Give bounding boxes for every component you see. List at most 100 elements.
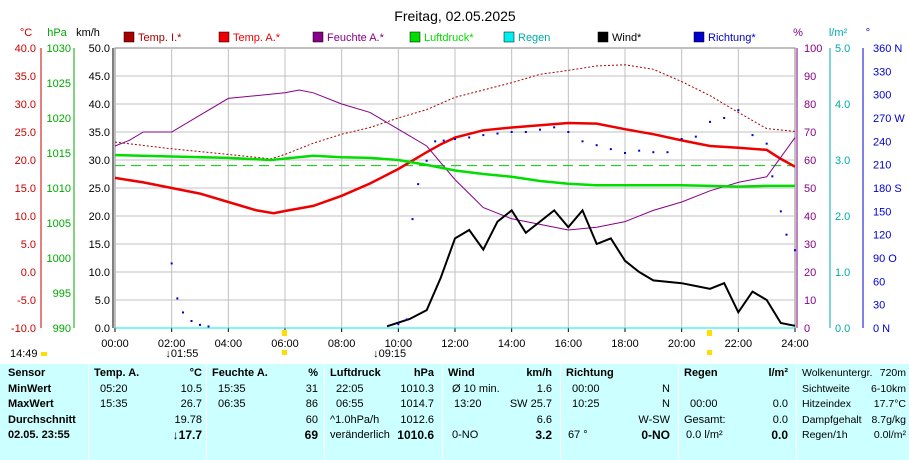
tick-label-rain: 3.0 [835,155,850,167]
tick-label-temp: -10.0 [11,323,36,335]
tick-label-pressure: 995 [53,288,71,300]
direction-point [638,149,641,152]
tick-label-wind: 50.0 [89,43,110,55]
col-wind: Wind km/h Ø 10 min. 1.6 13:20 SW 25.7 6.6 0… [448,366,552,444]
tick-label-pressure: 990 [53,323,71,335]
tick-label-humidity: 10 [804,295,816,307]
legend-swatch [597,31,609,43]
press-max-time: 06:55 [336,398,364,410]
x-tick-label: 08:00 [328,338,356,350]
tick-label-wind: 5.0 [95,295,110,307]
tick-label-wind: 25.0 [89,183,110,195]
tick-label-humidity: 40 [804,211,816,223]
unit-label: l/m² [829,27,848,39]
hum-avg-value: 60 [305,413,318,426]
col-temp: Temp. A. °C 05:20 10.5 15:35 26.7 19.78 ↓17… [94,366,202,444]
tick-label-wind: 15.0 [89,239,110,251]
x-tick-label: 14:00 [498,338,526,350]
series-line [114,153,795,188]
press-unit: hPa [413,367,434,379]
marker-label: ↓01:55 [165,348,198,360]
direction-point [524,131,527,133]
tick-label-humidity: 90 [804,71,816,83]
temp-avg-value: 19.78 [174,413,202,426]
dir-min-value: N [662,382,670,395]
wind-max-time: 13:20 [454,398,482,410]
series-line [114,121,796,215]
dir-header: Richtung [566,367,614,379]
tick-label-rain: 1.0 [835,267,850,279]
tick-label-wind: 20.0 [89,211,110,223]
direction-point [468,136,471,139]
direction-point [581,140,584,143]
tick-label-rain: 0.0 [835,323,850,335]
tick-label-humidity: 30 [804,239,816,251]
tick-label-rain: 4.0 [835,99,850,111]
temp-min-value: 10.5 [180,382,202,395]
tick-label-direction: 30 [873,300,885,312]
tick-label-humidity: 60 [804,155,816,167]
press-min-value: 1010.3 [400,382,434,395]
tick-label-pressure: 1005 [47,218,71,230]
col-direction: Richtung 00:00 N 10:25 N W-SW 67 ° 0-NO [566,366,670,444]
tick-label-direction: 0 N [873,323,890,335]
rain-current-value: 0.0 [771,428,788,442]
direction-point [779,210,782,213]
direction-point [785,233,788,236]
unit-label: °C [20,27,32,39]
press-current-value: 1010.6 [397,428,434,442]
marker-label: 14:49 [10,348,38,360]
dir-current-degree: 67 ° [568,429,588,441]
wind-header: Wind [448,367,475,379]
vapor-value: 8.7g/kg [871,413,906,426]
wind-current-dir: 0-NO [452,429,479,441]
tick-label-humidity: 70 [804,127,816,139]
chart-title: Freitag, 02.05.2025 [394,8,516,24]
direction-point [751,134,754,137]
unit-label: km/h [76,27,100,39]
legend-label: Regen [518,32,550,44]
wind-avg10-value: 1.6 [536,382,552,395]
tick-label-pressure: 1010 [47,183,71,195]
direction-point [397,323,400,326]
wind-current-value: 3.2 [535,428,552,442]
legend-swatch [312,31,324,43]
col-pressure: Luftdruck hPa 22:05 1010.3 06:55 1014.7 ^1.… [330,366,434,444]
heatindex-value: 17.7°C [873,398,906,410]
direction-point [771,175,774,178]
direction-point [553,126,556,129]
direction-point [199,323,201,326]
tick-label-direction: 210 [873,160,891,172]
tick-label-pressure: 1020 [47,113,71,125]
direction-point [496,132,499,135]
visibility-value: 6-10km [870,382,906,395]
tick-label-pressure: 1025 [47,78,71,90]
legend-swatch [123,31,135,43]
col-sensor: Sensor MinWert MaxWert Durchschnitt 02.0… [8,366,88,444]
direction-point [609,148,612,151]
tick-label-direction: 180 S [873,183,902,195]
tick-label-pressure: 1015 [47,148,71,160]
rain-max-time: 00:00 [690,398,718,410]
direction-point [737,109,740,112]
direction-point [434,140,437,143]
tick-label-direction: 60 [873,276,885,288]
temp-unit: °C [189,367,202,379]
tick-label-temp: 40.0 [15,43,36,55]
hum-max-value: 86 [305,398,318,410]
direction-point [694,135,697,138]
direction-point [794,249,796,252]
press-header: Luftdruck [330,367,381,379]
row-label-avg: Durchschnitt [8,413,76,426]
tick-label-rain: 2.0 [835,211,850,223]
weather-chart: Freitag, 02.05.2025 °C hPa km/h% l/m² ° Temp. … [10,8,905,360]
press-trend: ^1.0hPa/h [330,413,380,426]
tick-label-rain: 5.0 [835,43,850,55]
temp-max-value: 26.7 [180,398,202,410]
direction-point [442,139,445,142]
hum-unit: % [308,367,318,379]
direction-point [190,320,193,322]
legend-label: Feuchte A.* [327,32,385,44]
tick-label-temp: 0.0 [21,267,36,279]
wind-avg-label: Ø 10 min. [452,382,500,395]
